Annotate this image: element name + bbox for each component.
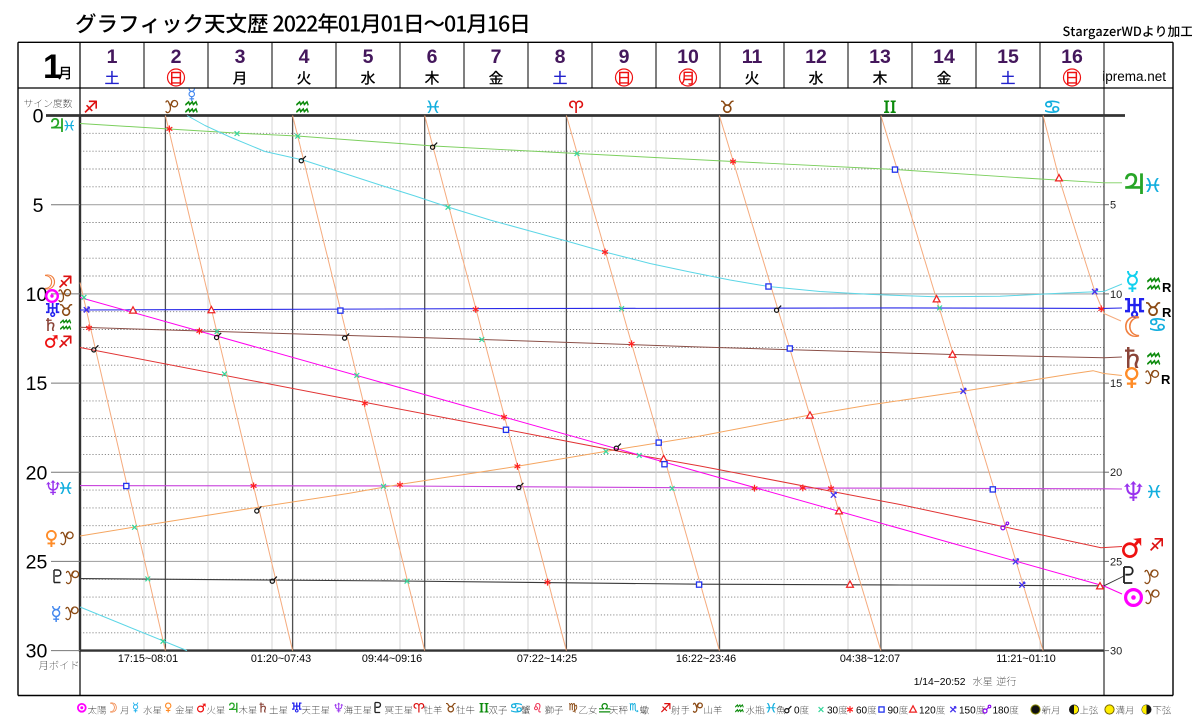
- svg-text:180: 180: [993, 706, 1010, 717]
- svg-text:11:21~01:10: 11:21~01:10: [996, 653, 1056, 665]
- svg-text:11: 11: [742, 46, 763, 68]
- svg-text:04:38~12:07: 04:38~12:07: [840, 653, 900, 665]
- svg-text:60: 60: [856, 706, 868, 717]
- svg-text:13: 13: [869, 46, 891, 68]
- svg-text:R: R: [1162, 305, 1172, 320]
- svg-text:iprema.net: iprema.net: [1102, 69, 1166, 84]
- svg-text:10: 10: [26, 284, 48, 306]
- svg-text:14: 14: [933, 46, 955, 68]
- svg-text:120: 120: [919, 706, 936, 717]
- svg-text:90: 90: [888, 706, 900, 717]
- svg-text:30: 30: [1110, 646, 1122, 658]
- svg-text:16:22~23:46: 16:22~23:46: [676, 653, 736, 665]
- svg-text:5: 5: [363, 46, 374, 68]
- svg-text:3: 3: [235, 46, 246, 68]
- svg-text:10: 10: [1110, 289, 1122, 301]
- svg-text:0: 0: [33, 106, 44, 128]
- svg-text:20: 20: [1110, 467, 1122, 479]
- svg-text:2: 2: [171, 46, 182, 68]
- svg-text:25: 25: [26, 552, 48, 574]
- svg-text:R: R: [1162, 280, 1172, 295]
- svg-text:4: 4: [299, 46, 310, 68]
- svg-text:20: 20: [26, 462, 48, 484]
- svg-text:15: 15: [26, 373, 48, 395]
- svg-text:1: 1: [107, 46, 118, 68]
- svg-text:01:20~07:43: 01:20~07:43: [251, 653, 311, 665]
- svg-text:8: 8: [555, 46, 566, 68]
- svg-text:07:22~14:25: 07:22~14:25: [517, 653, 577, 665]
- svg-text:30: 30: [26, 640, 48, 662]
- svg-text:25: 25: [1110, 556, 1122, 568]
- svg-text:R: R: [1161, 372, 1171, 387]
- svg-text:6: 6: [427, 46, 438, 68]
- svg-text:15: 15: [1110, 378, 1122, 390]
- svg-text:7: 7: [491, 46, 502, 68]
- svg-text:17:15~08:01: 17:15~08:01: [118, 653, 178, 665]
- svg-text:9: 9: [619, 46, 630, 68]
- svg-text:10: 10: [677, 46, 699, 68]
- svg-text:1/14−20:52: 1/14−20:52: [914, 677, 966, 688]
- svg-text:12: 12: [805, 46, 827, 68]
- svg-text:150: 150: [959, 706, 976, 717]
- svg-text:0: 0: [794, 706, 800, 717]
- svg-text:5: 5: [1110, 200, 1116, 212]
- svg-text:09:44~09:16: 09:44~09:16: [362, 653, 422, 665]
- svg-text:5: 5: [33, 195, 44, 217]
- svg-text:16: 16: [1061, 46, 1083, 68]
- svg-text:1: 1: [43, 48, 62, 86]
- svg-text:30: 30: [827, 706, 839, 717]
- svg-text:15: 15: [997, 46, 1019, 68]
